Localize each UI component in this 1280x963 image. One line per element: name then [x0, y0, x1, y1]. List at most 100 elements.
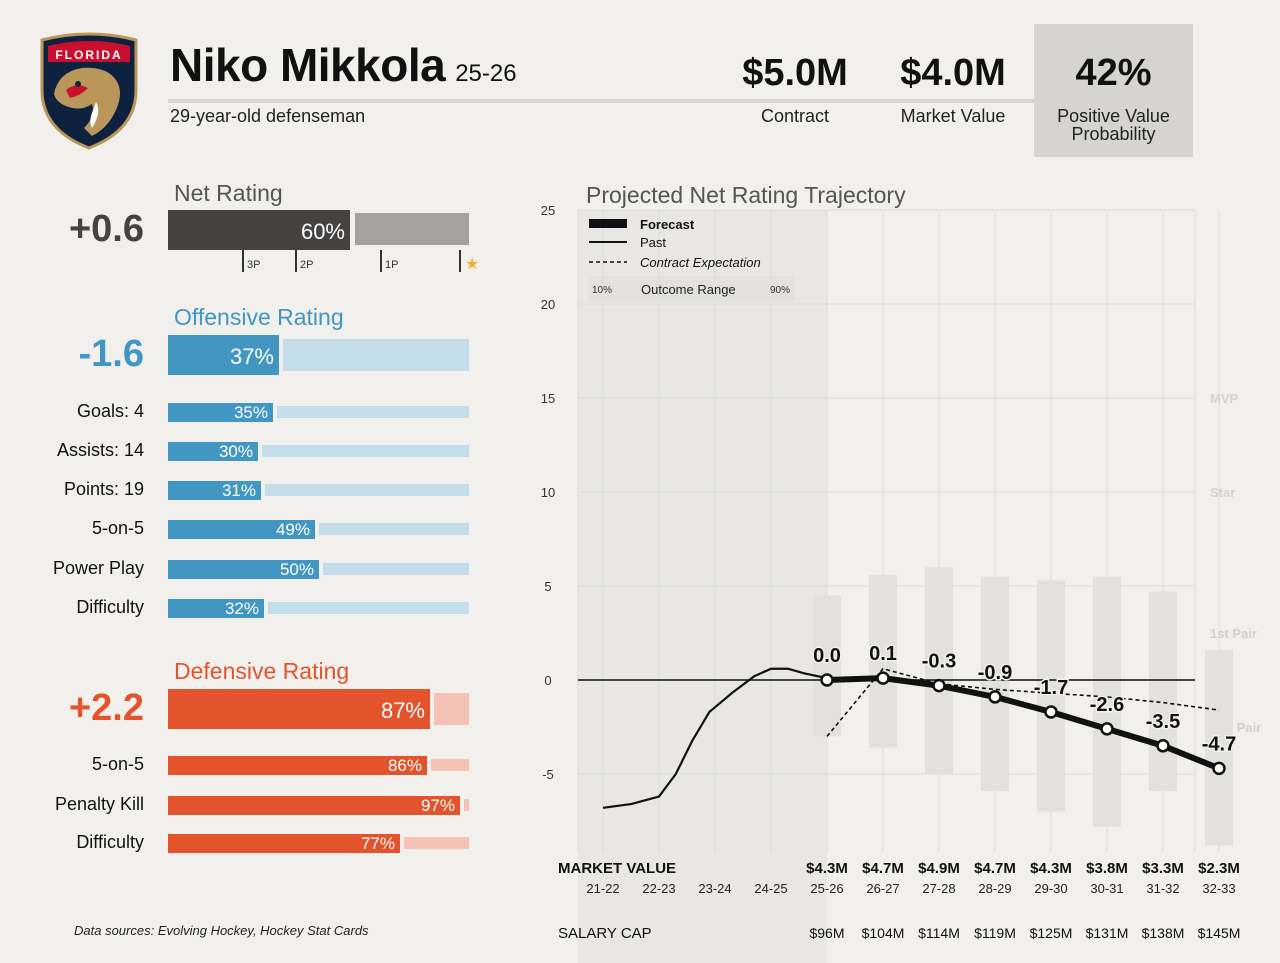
season-label: 26-27	[866, 881, 899, 896]
offensive-rating-track	[283, 339, 469, 371]
positive-value-probability: 42%	[1075, 52, 1152, 94]
defensive-row-pct: 86%	[387, 756, 422, 775]
defensive-row-label: Difficulty	[76, 832, 144, 852]
offensive-row-track	[262, 445, 469, 457]
offensive-row-label: Points: 19	[63, 479, 144, 499]
defensive-row-label: Penalty Kill	[54, 794, 144, 814]
team-logo: FLORIDA	[40, 32, 138, 150]
header-divider	[168, 99, 1038, 103]
forecast-data-label: -1.7	[1034, 677, 1068, 699]
net-rating-bar: 60%	[168, 210, 350, 250]
outcome-range-band	[981, 576, 1009, 791]
legend-range-high: 90%	[770, 285, 790, 296]
logo-text: FLORIDA	[55, 48, 122, 62]
marker-1p-tick	[380, 250, 382, 272]
defensive-row-track	[404, 837, 469, 849]
season-label: 22-23	[642, 881, 675, 896]
legend-forecast-swatch	[589, 219, 627, 228]
forecast-point	[876, 671, 890, 685]
legend-contract-label: Contract Expectation	[640, 255, 761, 270]
market-value-label: $4.7M	[974, 860, 1016, 877]
outcome-range-band	[1149, 591, 1177, 791]
forecast-point	[988, 690, 1002, 704]
legend-forecast-label: Forecast	[640, 217, 695, 232]
marker-3p-tick	[242, 250, 244, 272]
offensive-row-track	[319, 523, 469, 535]
season-label: 28-29	[978, 881, 1011, 896]
offensive-row-bar: 30%	[168, 442, 258, 461]
offensive-row-track	[277, 406, 469, 418]
offensive-row-bar: 50%	[168, 560, 319, 579]
offensive-rating-title: Offensive Rating	[174, 304, 344, 330]
positive-value-stat: 42% Positive Value Probability	[1034, 52, 1193, 143]
forecast-point	[932, 678, 946, 693]
salary-cap-label: $96M	[809, 925, 844, 941]
defensive-row-bar: 86%	[168, 756, 427, 775]
forecast-point	[1212, 761, 1226, 776]
offensive-row-track	[268, 602, 469, 614]
offensive-row-label: Goals: 4	[76, 401, 144, 421]
offensive-row-track	[265, 484, 469, 496]
offensive-row-bar: 31%	[168, 481, 261, 500]
forecast-data-label: -0.9	[978, 662, 1012, 684]
forecast-data-label: -4.7	[1202, 733, 1236, 755]
y-tick-label: 15	[541, 391, 555, 406]
offensive-rating-value: -1.6	[78, 333, 144, 375]
defensive-row-label: 5-on-5	[91, 754, 144, 774]
outcome-range-band	[813, 595, 841, 737]
positive-value-box	[1034, 24, 1193, 157]
salary-cap-label: $114M	[918, 925, 960, 941]
forecast-point	[820, 673, 834, 687]
offensive-row-track	[323, 563, 469, 575]
offensive-row-pct: 30%	[218, 442, 253, 461]
forecast-data-label: -0.3	[922, 651, 956, 673]
season-label: 31-32	[1146, 881, 1179, 896]
outcome-range-band	[1093, 576, 1121, 827]
offensive-rating-pct: 37%	[229, 344, 274, 369]
season-label: 21-22	[586, 881, 619, 896]
y-tick-label: -5	[542, 767, 554, 782]
forecast-data-label: -3.5	[1146, 711, 1180, 733]
outcome-range-band	[869, 574, 897, 748]
market-value-stat: $4.0M Market Value	[878, 52, 1028, 125]
offensive-row-label: Difficulty	[76, 597, 144, 617]
market-value-row-label: MARKET VALUE	[558, 860, 676, 877]
contract-value: $5.0M	[742, 52, 848, 94]
marker-2p-label: 2P	[300, 259, 314, 271]
chart-title: Projected Net Rating Trajectory	[586, 182, 906, 208]
forecast-point	[1100, 722, 1114, 736]
data-sources-note: Data sources: Evolving Hockey, Hockey St…	[74, 923, 369, 938]
salary-cap-label: $131M	[1086, 925, 1129, 941]
market-value-label: $3.8M	[1086, 860, 1128, 877]
offensive-row-bar: 32%	[168, 599, 264, 618]
y-tick-label: 0	[544, 673, 551, 688]
market-value-label: $4.9M	[918, 860, 960, 877]
offensive-row-label: 5-on-5	[91, 518, 144, 538]
marker-1p-label: 1P	[385, 259, 399, 271]
defensive-rating-bar: 87%	[168, 689, 430, 729]
positive-value-label: Positive Value Probability	[1057, 106, 1170, 144]
forecast-data-label: 0.1	[869, 643, 897, 665]
season-label: 24-25	[754, 881, 787, 896]
tier-label: MVP	[1210, 391, 1239, 406]
marker-star-tick	[459, 250, 461, 272]
contract-stat: $5.0M Contract	[720, 52, 870, 125]
y-tick-label: 25	[541, 203, 555, 218]
salary-cap-row-label: SALARY CAP	[558, 925, 652, 942]
defensive-row-bar: 97%	[168, 796, 460, 815]
net-rating-value: +0.6	[68, 208, 144, 250]
net-rating-track	[355, 213, 469, 245]
season-label: 32-33	[1202, 881, 1235, 896]
player-description: 29-year-old defenseman	[170, 106, 366, 126]
defensive-row-track	[464, 799, 469, 811]
star-icon: ★	[465, 256, 480, 273]
forecast-point	[1044, 705, 1058, 719]
past-line	[602, 667, 828, 809]
net-rating-pct: 60%	[300, 219, 345, 244]
season-label: 27-28	[922, 881, 955, 896]
season-label: 30-31	[1090, 881, 1123, 896]
defensive-row-bar: 77%	[168, 834, 400, 853]
outcome-range-band	[925, 567, 953, 774]
contract-label: Contract	[760, 106, 830, 126]
